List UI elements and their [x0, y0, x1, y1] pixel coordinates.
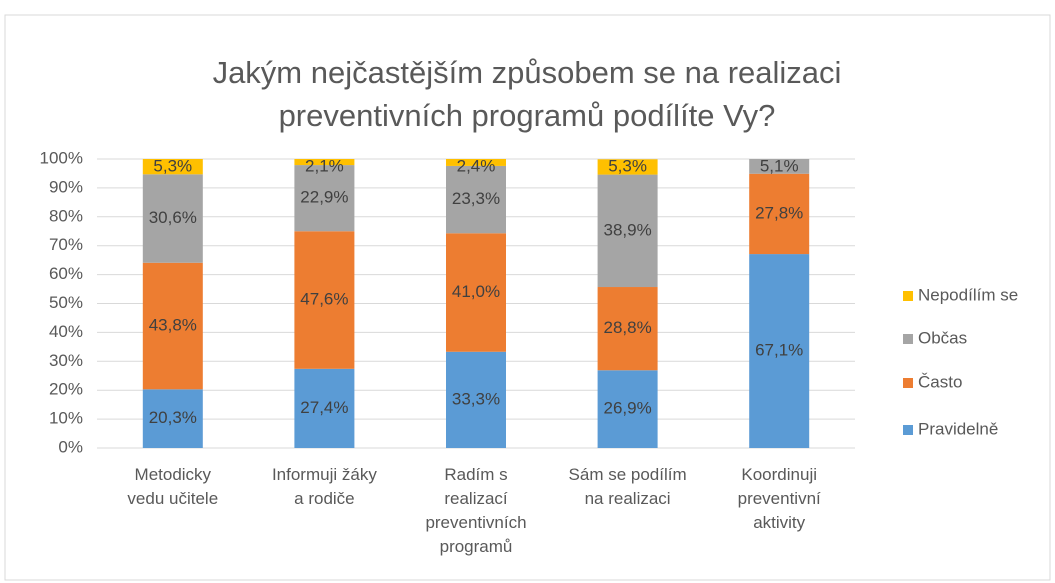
legend-label: Pravidelně: [918, 419, 998, 438]
bar-segment: [597, 370, 658, 448]
bar-segment: [142, 262, 203, 390]
x-tick-label: Sám se podílím na realizaci: [569, 465, 687, 508]
x-tick-label: Metodicky vedu učitele: [127, 465, 218, 508]
bar-segment: [749, 254, 810, 448]
legend-swatch: [903, 425, 913, 435]
y-tick-label: 80%: [49, 206, 83, 225]
legend-label: Občas: [918, 328, 967, 347]
bar-segment: [446, 165, 506, 234]
bar-segment: [294, 231, 355, 369]
bar-segment: [446, 351, 506, 448]
x-tick-label: Radím s realizací preventivních programů: [425, 465, 526, 556]
x-tick-label: Informuji žáky a rodiče: [272, 465, 377, 508]
data-label: 26,9%: [603, 399, 651, 418]
data-label: 41,0%: [452, 282, 500, 301]
data-label: 47,6%: [300, 290, 348, 309]
y-tick-label: 0%: [58, 437, 83, 456]
bar-segment: [749, 173, 810, 255]
bar-segment: [597, 174, 658, 288]
bar-segment: [446, 159, 506, 166]
data-label: 27,8%: [755, 203, 803, 222]
data-label: 33,3%: [452, 389, 500, 408]
chart-title: Jakým nejčastějším způsobem se na realiz…: [213, 55, 842, 133]
data-label: 38,9%: [603, 220, 651, 239]
data-label: 23,3%: [452, 189, 500, 208]
data-label: 27,4%: [300, 398, 348, 417]
data-label: 5,3%: [153, 156, 192, 175]
legend-swatch: [903, 291, 913, 301]
bar-segment: [142, 159, 203, 175]
bar-segment: [294, 368, 355, 448]
y-tick-label: 10%: [49, 409, 83, 428]
bar-segment: [446, 233, 506, 352]
y-tick-label: 70%: [49, 235, 83, 254]
legend-swatch: [903, 378, 913, 388]
bar-segment: [597, 159, 658, 175]
data-label: 20,3%: [149, 408, 197, 427]
data-label: 43,8%: [149, 316, 197, 335]
bar-segment: [597, 287, 658, 371]
data-label: 67,1%: [755, 341, 803, 360]
legend-label: Nepodílím se: [918, 285, 1018, 304]
bar-segment: [294, 159, 355, 166]
bar-segment: [749, 159, 810, 174]
legend-swatch: [903, 334, 913, 344]
data-label: 22,9%: [300, 188, 348, 207]
data-label: 5,3%: [608, 156, 647, 175]
data-label: 2,4%: [457, 156, 496, 175]
data-label: 28,8%: [603, 318, 651, 337]
y-tick-label: 90%: [49, 177, 83, 196]
y-tick-label: 30%: [49, 351, 83, 370]
data-label: 2,1%: [305, 156, 344, 175]
bar-segment: [294, 165, 355, 232]
y-tick-label: 50%: [49, 293, 83, 312]
x-tick-label: Koordinuji preventivní aktivity: [738, 465, 821, 532]
data-label: 30,6%: [149, 208, 197, 227]
legend-label: Často: [918, 372, 962, 391]
y-tick-label: 40%: [49, 322, 83, 341]
y-tick-label: 20%: [49, 380, 83, 399]
bar-segment: [142, 389, 203, 448]
data-label: 5,1%: [760, 156, 799, 175]
y-tick-label: 60%: [49, 264, 83, 283]
bar-segment: [142, 174, 203, 263]
y-tick-label: 100%: [40, 148, 83, 167]
